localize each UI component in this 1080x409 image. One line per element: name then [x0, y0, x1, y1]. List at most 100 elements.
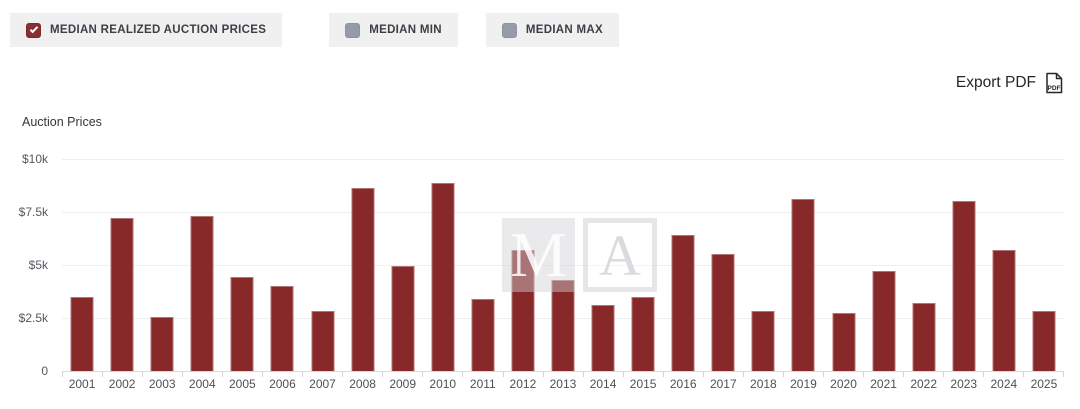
- checkbox-checked-icon: [26, 22, 41, 38]
- x-axis-tick: [62, 371, 104, 377]
- bar-2021[interactable]: [872, 271, 896, 371]
- bar-slot: [463, 159, 503, 371]
- x-axis-label: 2008: [349, 377, 376, 391]
- bar-2008[interactable]: [351, 187, 375, 371]
- bar-slot: [62, 159, 102, 371]
- bar-2006[interactable]: [270, 286, 294, 371]
- bar-2023[interactable]: [952, 201, 976, 371]
- plot-area: [62, 158, 1064, 372]
- x-axis-tick: [383, 371, 424, 377]
- pdf-file-icon: PDF: [1046, 72, 1063, 94]
- bar-2025[interactable]: [1032, 310, 1056, 371]
- bar-slot: [743, 159, 783, 371]
- filter-label: MEDIAN MAX: [525, 24, 603, 36]
- bar-slot: [302, 159, 342, 371]
- bar-2022[interactable]: [912, 303, 936, 371]
- x-axis-tick: [744, 371, 784, 377]
- checkbox-unchecked-icon: [501, 22, 517, 38]
- bar-2016[interactable]: [671, 235, 695, 371]
- bar-2012[interactable]: [511, 250, 535, 371]
- bar-2011[interactable]: [471, 298, 495, 371]
- bar-slot: [944, 159, 984, 371]
- y-axis-label: 0: [41, 364, 48, 378]
- bar-2003[interactable]: [150, 316, 174, 371]
- x-axis-label: 2003: [148, 377, 176, 391]
- x-axis-tick: [824, 371, 864, 377]
- x-axis-tick: [904, 371, 945, 377]
- x-axis-label: 2007: [309, 377, 336, 391]
- filter-label: MEDIAN REALIZED AUCTION PRICES: [50, 24, 267, 36]
- export-pdf-label: Export PDF: [955, 74, 1036, 91]
- x-axis-tick: [303, 371, 344, 377]
- filter-median-min[interactable]: MEDIAN MIN: [329, 13, 458, 47]
- y-axis-label: $10k: [21, 152, 48, 166]
- bar-slot: [823, 159, 863, 371]
- x-axis-tick: [864, 371, 904, 377]
- bar-2013[interactable]: [551, 279, 575, 371]
- bar-2017[interactable]: [711, 254, 735, 371]
- x-axis-label: 2004: [188, 377, 216, 391]
- x-axis-tick: [704, 371, 744, 377]
- x-axis-label: 2016: [669, 377, 697, 391]
- x-axis-tick: [1024, 371, 1065, 377]
- x-axis-label: 2010: [429, 377, 457, 391]
- x-axis-tick: [944, 371, 985, 377]
- bar-slot: [383, 159, 423, 371]
- x-axis-label: 2009: [389, 377, 417, 391]
- bar-2019[interactable]: [791, 199, 815, 371]
- x-axis-label: 2011: [469, 377, 496, 391]
- bar-slot: [1024, 159, 1064, 371]
- filter-median-max[interactable]: MEDIAN MAX: [485, 13, 619, 47]
- bar-slot: [142, 159, 182, 371]
- filter-label: MEDIAN MIN: [369, 24, 442, 36]
- x-axis-label: 2005: [229, 377, 256, 391]
- bar-slot: [703, 159, 743, 371]
- x-axis-tick: [784, 371, 824, 377]
- filter-button-row: MEDIAN REALIZED AUCTION PRICES MEDIAN MI…: [0, 13, 619, 47]
- bar-2014[interactable]: [591, 305, 615, 371]
- bar-slot: [102, 159, 142, 371]
- x-axis-label: 2023: [950, 377, 978, 391]
- y-axis-label: $7.5k: [18, 205, 48, 219]
- x-axis-label: 2020: [830, 377, 857, 391]
- bar-2015[interactable]: [631, 296, 655, 371]
- x-axis-tick: [664, 371, 704, 377]
- bar-2020[interactable]: [832, 312, 856, 371]
- bar-2010[interactable]: [431, 183, 455, 371]
- bar-slot: [623, 159, 663, 371]
- y-axis-label: $5k: [28, 258, 48, 272]
- x-axis-label: 2001: [68, 377, 96, 391]
- bar-slot: [222, 159, 262, 371]
- pdf-icon-text: PDF: [1048, 85, 1061, 92]
- x-axis-label: 2012: [509, 377, 537, 391]
- bar-slot: [864, 159, 904, 371]
- watermark-m-square: M: [502, 218, 575, 292]
- x-axis-label: 2024: [990, 377, 1018, 391]
- x-axis-tick: [504, 371, 544, 377]
- bar-2009[interactable]: [391, 266, 415, 371]
- x-axis-label: 2017: [709, 377, 737, 391]
- x-axis-tick: [984, 371, 1025, 377]
- x-axis-tick: [584, 371, 624, 377]
- x-axis-tick: [223, 371, 264, 377]
- bar-2004[interactable]: [190, 216, 214, 371]
- bar-2007[interactable]: [311, 310, 334, 371]
- watermark-a-square: A: [583, 218, 657, 292]
- export-pdf-button[interactable]: Export PDF PDF: [956, 72, 1064, 94]
- x-axis-tick: [143, 371, 184, 377]
- bar-2005[interactable]: [230, 276, 254, 371]
- gridline: [62, 158, 1064, 160]
- x-axis-tick: [343, 371, 384, 377]
- x-axis-label: 2013: [549, 377, 577, 391]
- filter-median-realized-auction-prices[interactable]: MEDIAN REALIZED AUCTION PRICES: [10, 13, 283, 47]
- y-axis-label: $2.5k: [18, 311, 48, 325]
- x-axis-label: 2022: [910, 377, 938, 391]
- bar-slot: [583, 159, 623, 371]
- x-axis-label: 2015: [629, 377, 657, 391]
- bar-2018[interactable]: [751, 310, 775, 371]
- bar-2024[interactable]: [992, 250, 1016, 371]
- bar-2001[interactable]: [70, 296, 94, 371]
- x-axis-label: 2006: [269, 377, 296, 391]
- bar-2002[interactable]: [110, 218, 134, 371]
- bars-container: [62, 159, 1064, 371]
